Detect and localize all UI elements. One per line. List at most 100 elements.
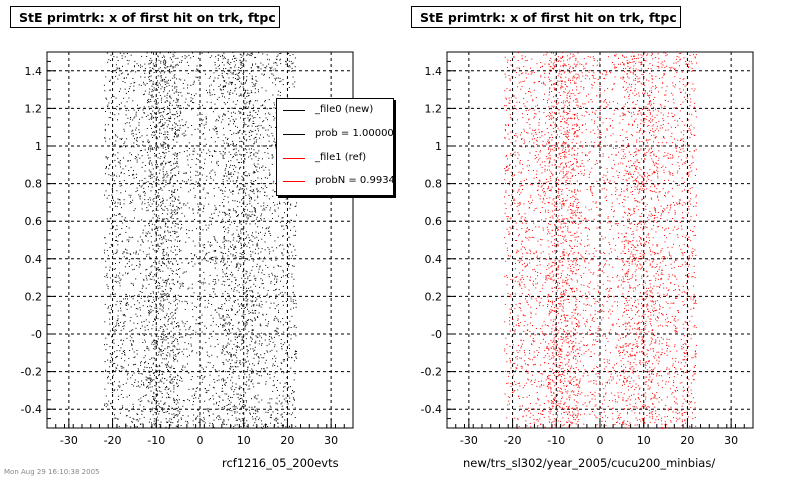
data-point xyxy=(241,184,243,186)
data-point xyxy=(167,338,169,339)
data-point xyxy=(137,381,139,383)
data-point xyxy=(238,267,240,269)
data-point xyxy=(161,86,163,88)
data-point xyxy=(145,394,147,396)
data-point xyxy=(171,407,173,409)
data-point xyxy=(178,332,180,334)
data-point xyxy=(228,240,230,242)
data-point xyxy=(293,86,295,88)
data-point xyxy=(158,390,160,392)
data-point xyxy=(249,111,251,113)
data-point xyxy=(158,413,160,415)
data-point xyxy=(174,232,176,234)
data-point xyxy=(167,146,169,148)
data-point xyxy=(136,413,138,415)
data-point xyxy=(151,148,153,150)
data-point xyxy=(203,205,205,207)
data-point xyxy=(166,258,167,260)
data-point xyxy=(176,78,178,80)
data-point xyxy=(117,68,119,70)
data-point xyxy=(147,377,149,379)
data-point xyxy=(273,419,275,421)
data-point xyxy=(176,205,178,207)
data-point xyxy=(193,82,195,84)
data-point xyxy=(251,125,253,127)
data-point xyxy=(154,357,155,359)
data-point xyxy=(247,214,249,216)
data-point xyxy=(170,268,172,270)
data-point xyxy=(244,117,246,119)
data-point xyxy=(162,61,164,63)
data-point xyxy=(278,90,280,92)
data-point xyxy=(270,414,272,416)
data-point xyxy=(132,269,134,271)
data-point xyxy=(283,331,285,333)
data-point xyxy=(154,385,156,387)
data-point xyxy=(228,77,230,79)
data-point xyxy=(163,337,165,339)
data-point xyxy=(154,307,156,309)
data-point xyxy=(162,250,164,252)
data-point xyxy=(266,424,268,426)
data-point xyxy=(274,68,276,70)
data-point xyxy=(131,202,133,203)
data-point xyxy=(159,136,160,138)
data-point xyxy=(153,87,155,89)
data-point xyxy=(171,191,173,193)
data-point xyxy=(173,168,175,169)
data-point xyxy=(164,89,165,91)
data-point xyxy=(125,92,127,94)
data-point xyxy=(282,294,284,296)
data-point xyxy=(134,295,136,297)
data-point xyxy=(275,420,277,422)
data-point xyxy=(126,59,128,61)
data-point xyxy=(187,73,189,74)
data-point xyxy=(140,66,141,68)
data-point xyxy=(235,103,237,105)
data-point xyxy=(230,356,232,358)
data-point xyxy=(284,359,285,361)
data-point xyxy=(214,205,216,207)
data-point xyxy=(231,81,232,83)
data-point xyxy=(232,191,234,192)
data-point xyxy=(246,349,248,351)
data-point xyxy=(107,157,109,158)
data-point xyxy=(241,336,243,338)
data-point xyxy=(106,52,108,54)
data-point xyxy=(244,172,245,174)
data-point xyxy=(215,56,217,58)
data-point xyxy=(152,199,154,201)
data-point xyxy=(109,81,111,82)
data-point xyxy=(206,229,207,231)
data-point xyxy=(187,127,189,129)
data-point xyxy=(205,118,207,120)
data-point xyxy=(220,222,222,223)
data-point xyxy=(239,361,241,363)
data-point xyxy=(151,302,153,303)
data-point xyxy=(110,294,112,296)
data-point xyxy=(208,203,210,205)
data-point xyxy=(158,217,160,219)
data-point xyxy=(245,392,247,394)
data-point xyxy=(189,354,190,356)
data-point xyxy=(145,235,147,237)
data-point xyxy=(109,361,111,363)
data-point xyxy=(230,425,232,427)
data-point xyxy=(171,194,173,196)
data-point xyxy=(246,300,248,302)
data-point xyxy=(203,149,205,151)
data-point xyxy=(203,417,205,419)
data-point xyxy=(250,250,252,252)
data-point xyxy=(241,329,243,330)
data-point xyxy=(201,331,203,333)
data-point xyxy=(260,337,262,339)
data-point xyxy=(177,340,179,342)
data-point xyxy=(248,148,250,150)
data-point xyxy=(180,105,181,107)
data-point xyxy=(224,148,226,150)
data-point xyxy=(244,90,246,91)
data-point xyxy=(212,395,214,397)
data-point xyxy=(265,166,267,168)
data-point xyxy=(248,331,250,333)
data-point xyxy=(157,318,159,320)
